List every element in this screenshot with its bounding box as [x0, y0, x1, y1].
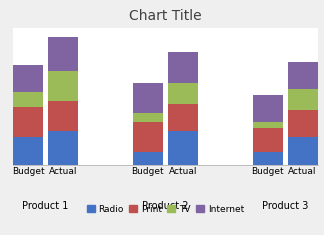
Bar [253, 95, 283, 122]
Text: Product 3: Product 3 [262, 201, 308, 211]
Bar [253, 152, 283, 164]
Bar [133, 83, 163, 113]
Bar [48, 101, 78, 131]
Bar [288, 62, 318, 89]
Legend: Radio, Print, TV, Internet: Radio, Print, TV, Internet [83, 201, 248, 217]
Bar [133, 152, 163, 164]
Bar [168, 104, 198, 131]
Bar [13, 65, 43, 92]
Bar [253, 128, 283, 152]
Bar [48, 70, 78, 101]
Bar [253, 122, 283, 128]
Bar [133, 122, 163, 152]
Bar [48, 37, 78, 70]
Text: Product 2: Product 2 [142, 201, 189, 211]
Title: Chart Title: Chart Title [129, 9, 202, 23]
Bar [13, 107, 43, 137]
Bar [288, 137, 318, 164]
Bar [13, 137, 43, 164]
Bar [133, 113, 163, 122]
Bar [13, 92, 43, 107]
Text: Product 1: Product 1 [22, 201, 69, 211]
Bar [168, 83, 198, 104]
Bar [168, 52, 198, 83]
Bar [168, 131, 198, 164]
Bar [48, 131, 78, 164]
Bar [288, 110, 318, 137]
Bar [288, 89, 318, 110]
